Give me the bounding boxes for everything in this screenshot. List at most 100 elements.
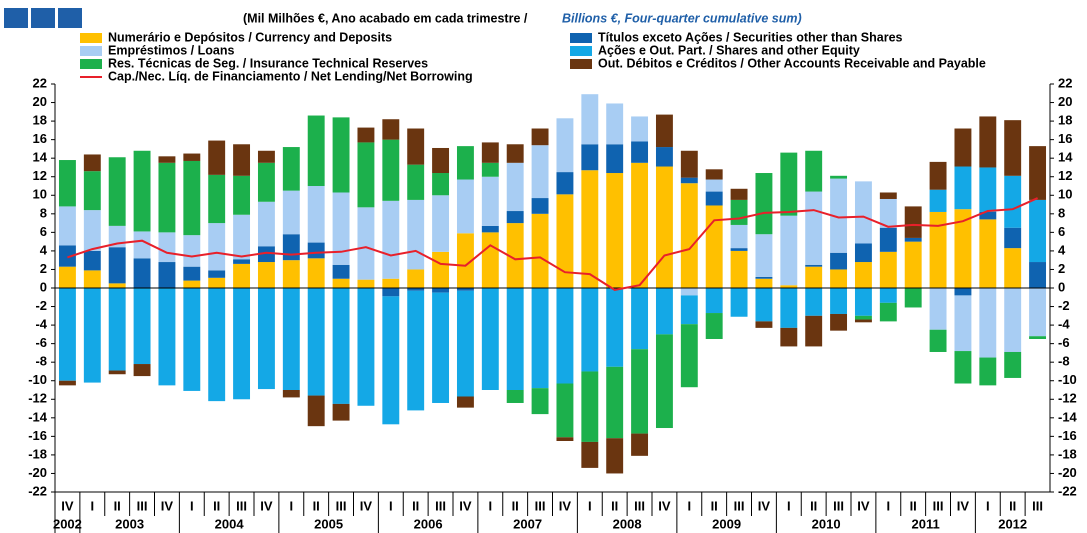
bar-segment bbox=[183, 288, 201, 391]
y-tick-label: 12 bbox=[33, 168, 47, 183]
y2-tick-label: -10 bbox=[1058, 372, 1077, 387]
bar-segment bbox=[531, 145, 549, 199]
legend-swatch bbox=[80, 59, 102, 69]
bar-segment bbox=[705, 288, 723, 314]
bar-segment bbox=[1004, 175, 1022, 228]
bar-segment bbox=[307, 115, 325, 186]
x-tick-label: IV bbox=[61, 498, 74, 513]
year-label: 2005 bbox=[314, 516, 343, 531]
x-tick-label: II bbox=[810, 498, 817, 513]
bar-segment bbox=[606, 438, 624, 474]
bar-segment bbox=[879, 192, 897, 199]
bar-segment bbox=[1004, 120, 1022, 176]
bar-segment bbox=[1029, 336, 1047, 339]
bar-segment bbox=[805, 191, 823, 265]
bar-segment bbox=[531, 213, 549, 288]
bar-segment bbox=[456, 179, 474, 234]
bar-segment bbox=[780, 152, 798, 216]
bar-segment bbox=[755, 288, 773, 322]
bar-segment bbox=[456, 233, 474, 288]
bar-segment bbox=[904, 288, 922, 308]
bar-segment bbox=[854, 243, 872, 263]
bar-segment bbox=[730, 199, 748, 225]
y2-tick-label: -16 bbox=[1058, 428, 1077, 443]
bar-segment bbox=[58, 288, 76, 381]
bar-segment bbox=[979, 211, 997, 220]
bar-segment bbox=[407, 164, 425, 200]
bar-segment bbox=[830, 178, 848, 253]
y-tick-label: 14 bbox=[33, 150, 48, 165]
bar-segment bbox=[879, 198, 897, 228]
x-tick-label: IV bbox=[559, 498, 572, 513]
bar-segment bbox=[481, 232, 499, 288]
bar-segment bbox=[581, 94, 599, 145]
bar-segment bbox=[755, 234, 773, 277]
bar-segment bbox=[730, 250, 748, 288]
bar-segment bbox=[282, 190, 300, 235]
bar-segment bbox=[456, 146, 474, 180]
bar-segment bbox=[108, 283, 126, 288]
legend-label: Cap./Nec. Líq. de Financiamento / Net Le… bbox=[108, 69, 473, 83]
bar-segment bbox=[606, 103, 624, 145]
bar-segment bbox=[282, 147, 300, 191]
x-tick-label: IV bbox=[758, 498, 771, 513]
bar-segment bbox=[854, 181, 872, 244]
bar-segment bbox=[183, 160, 201, 236]
y-tick-label: 16 bbox=[33, 131, 47, 146]
x-tick-label: II bbox=[611, 498, 618, 513]
x-tick-label: IV bbox=[161, 498, 174, 513]
bar-segment bbox=[879, 227, 897, 252]
year-label: 2007 bbox=[513, 516, 542, 531]
bar-segment bbox=[183, 266, 201, 281]
bar-segment bbox=[1029, 146, 1047, 200]
legend-label: Empréstimos / Loans bbox=[108, 43, 234, 57]
x-tick-label: I bbox=[787, 498, 791, 513]
bar-segment bbox=[1029, 199, 1047, 263]
bar-segment bbox=[705, 205, 723, 288]
bar-segment bbox=[506, 223, 524, 288]
y2-tick-label: 12 bbox=[1058, 168, 1072, 183]
bar-segment bbox=[108, 225, 126, 248]
y2-tick-label: -18 bbox=[1058, 446, 1077, 461]
year-label: 2003 bbox=[115, 516, 144, 531]
y-tick-label: 22 bbox=[33, 75, 47, 90]
x-tick-label: I bbox=[588, 498, 592, 513]
bar-segment bbox=[606, 366, 624, 439]
bar-segment bbox=[954, 209, 972, 288]
y-tick-label: -22 bbox=[28, 483, 47, 498]
bar-segment bbox=[407, 269, 425, 288]
bar-segment bbox=[606, 144, 624, 174]
year-label: 2009 bbox=[712, 516, 741, 531]
bar-segment bbox=[904, 237, 922, 242]
bar-segment bbox=[208, 174, 226, 224]
bar-segment bbox=[208, 277, 226, 288]
bar-segment bbox=[83, 210, 101, 251]
header-block bbox=[4, 8, 28, 28]
bar-segment bbox=[1004, 227, 1022, 249]
y2-tick-label: 22 bbox=[1058, 75, 1072, 90]
bar-segment bbox=[979, 219, 997, 288]
bar-segment bbox=[954, 351, 972, 384]
y2-tick-label: 4 bbox=[1058, 242, 1066, 257]
x-tick-label: III bbox=[833, 498, 844, 513]
y-tick-label: -16 bbox=[28, 428, 47, 443]
y2-tick-label: -4 bbox=[1058, 317, 1070, 332]
y-tick-label: 20 bbox=[33, 94, 47, 109]
bar-segment bbox=[133, 231, 151, 259]
bar-segment bbox=[208, 140, 226, 175]
bar-segment bbox=[332, 264, 350, 279]
bar-segment bbox=[108, 157, 126, 226]
bar-segment bbox=[307, 242, 325, 259]
bar-segment bbox=[979, 288, 997, 358]
year-label: 2004 bbox=[215, 516, 245, 531]
bar-segment bbox=[805, 266, 823, 288]
bar-segment bbox=[730, 248, 748, 251]
year-label: 2012 bbox=[998, 516, 1027, 531]
x-tick-label: III bbox=[137, 498, 148, 513]
bar-segment bbox=[830, 288, 848, 314]
bar-segment bbox=[929, 211, 947, 288]
legend-swatch bbox=[80, 46, 102, 56]
x-tick-label: III bbox=[1032, 498, 1043, 513]
bar-segment bbox=[456, 290, 474, 397]
